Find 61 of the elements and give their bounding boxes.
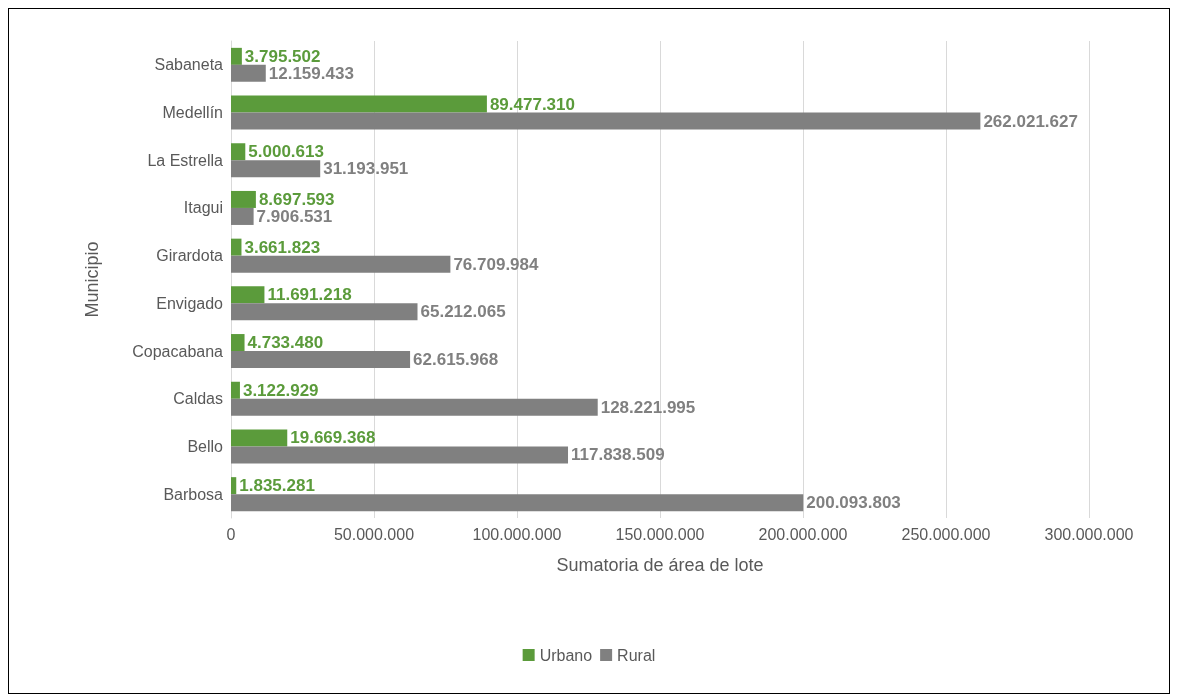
data-label: 117.838.509: [571, 445, 665, 465]
data-label: 65.212.065: [420, 302, 506, 322]
data-label: 3.661.823: [244, 237, 321, 257]
data-label: 1.835.281: [239, 476, 315, 496]
x-tick-label: 100.000.000: [472, 525, 562, 543]
data-label: 31.193.951: [323, 159, 409, 179]
y-tick-label: Copacabana: [132, 342, 224, 360]
data-label: 62.615.968: [413, 350, 499, 370]
bar: [231, 190, 256, 208]
bar: [231, 429, 288, 447]
x-tick-label: 300.000.000: [1044, 525, 1134, 543]
y-tick-label: Barbosa: [163, 485, 224, 503]
y-tick-label: Itagui: [183, 199, 223, 217]
bar: [231, 334, 245, 352]
x-tick-label: 200.000.000: [758, 525, 848, 543]
bar: [231, 238, 242, 256]
x-tick-label: 50.000.000: [333, 525, 415, 543]
bar: [231, 255, 451, 273]
data-label: 76.709.984: [453, 254, 540, 274]
bar: [231, 47, 242, 65]
bar: [231, 112, 981, 130]
bar: [231, 303, 418, 321]
data-label: 7.906.531: [256, 206, 333, 226]
bar: [231, 160, 321, 178]
legend-label: Urbano: [539, 646, 593, 664]
x-axis-title: Sumatoria de área de lote: [556, 555, 764, 575]
y-tick-label: Envigado: [156, 294, 224, 312]
data-label: 3.795.502: [244, 46, 321, 66]
data-label: 89.477.310: [489, 94, 575, 114]
y-axis-title: Municipio: [82, 241, 102, 318]
bar: [231, 351, 411, 369]
bar: [231, 381, 240, 399]
data-label: 4.733.480: [247, 333, 324, 353]
bar: [231, 64, 266, 82]
y-tick-label: Caldas: [173, 390, 223, 408]
bar: [231, 446, 569, 464]
y-tick-label: Medellín: [162, 104, 223, 122]
bar: [231, 494, 804, 512]
y-tick-label: La Estrella: [147, 151, 224, 169]
x-tick-label: 250.000.000: [901, 525, 991, 543]
bar: [231, 286, 265, 304]
y-tick-label: Girardota: [156, 247, 224, 265]
data-label: 19.669.368: [290, 428, 376, 448]
bar: [231, 95, 487, 113]
data-label: 128.221.995: [600, 397, 696, 417]
x-tick-label: 150.000.000: [615, 525, 705, 543]
y-tick-label: Sabaneta: [154, 56, 224, 74]
y-tick-label: Bello: [187, 437, 224, 455]
data-label: 200.093.803: [806, 493, 901, 513]
bar: [231, 477, 237, 495]
data-label: 8.697.593: [258, 189, 335, 209]
bar: [231, 398, 598, 416]
x-tick-label: 0: [226, 525, 236, 543]
data-label: 12.159.433: [268, 63, 354, 83]
bar: [231, 143, 246, 161]
data-label: 262.021.627: [983, 111, 1078, 131]
data-label: 5.000.613: [248, 142, 324, 162]
data-label: 11.691.218: [267, 285, 352, 305]
bar: [231, 207, 254, 225]
data-label: 3.122.929: [242, 380, 319, 400]
legend-label: Rural: [617, 646, 656, 664]
